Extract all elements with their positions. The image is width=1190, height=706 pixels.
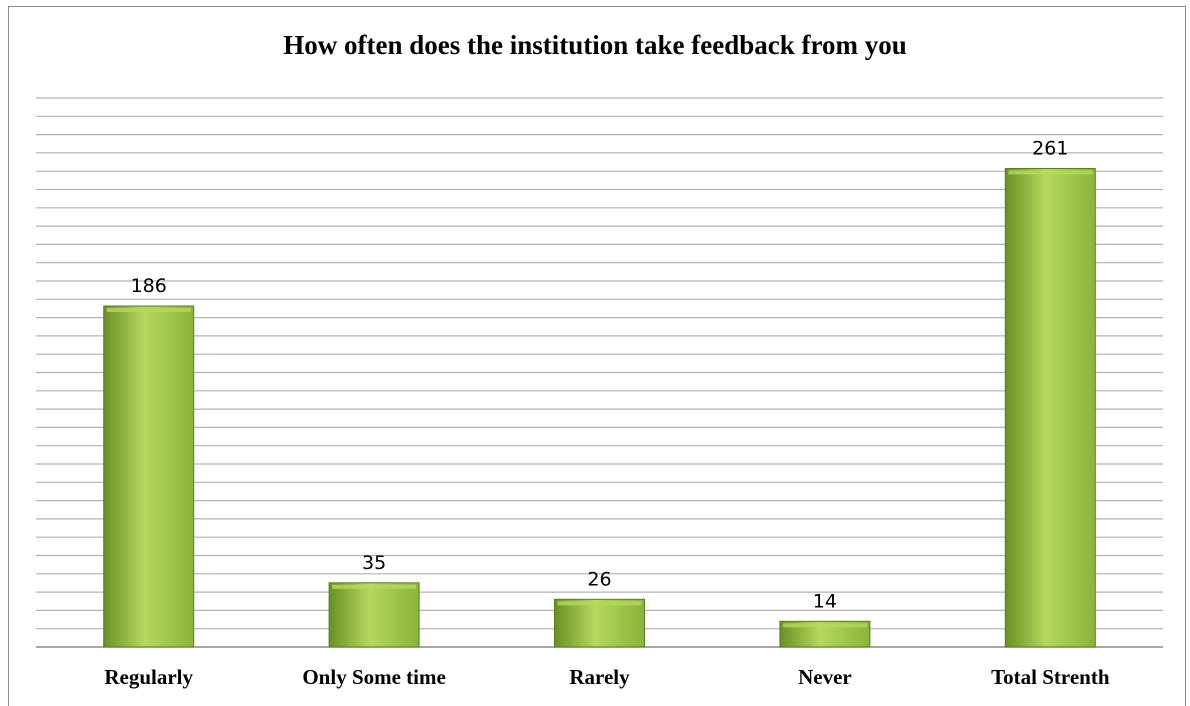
bar-highlight-5 [1008,170,1093,175]
data-label-5: 261 [1032,138,1068,160]
category-label-2: Only Some time [302,665,445,689]
category-label-3: Rarely [569,665,630,689]
bar-highlight-2 [332,584,417,589]
bar-5 [1004,168,1096,648]
data-label-3: 26 [587,568,611,590]
bar-1 [103,305,195,648]
data-labels: 186 35 26 14 261 [131,138,1069,613]
category-label-1: Regularly [104,665,193,689]
data-label-4: 14 [813,590,837,612]
category-label-4: Never [798,665,852,689]
bar-3 [554,598,645,648]
category-labels: Regularly Only Some time Rarely Never Total … [104,665,1109,689]
chart-frame [8,6,1186,706]
bar-highlight-1 [106,308,191,312]
bar-highlight-3 [557,601,642,606]
category-label-5: Total Strenth [991,665,1110,689]
data-label-2: 35 [362,552,386,574]
bar-highlight-4 [782,623,867,628]
gridlines [36,97,1163,648]
bars [103,168,1096,648]
data-label-1: 186 [131,275,167,297]
bar-2 [328,582,420,648]
chart-title: How often does the institution take feed… [283,30,907,60]
